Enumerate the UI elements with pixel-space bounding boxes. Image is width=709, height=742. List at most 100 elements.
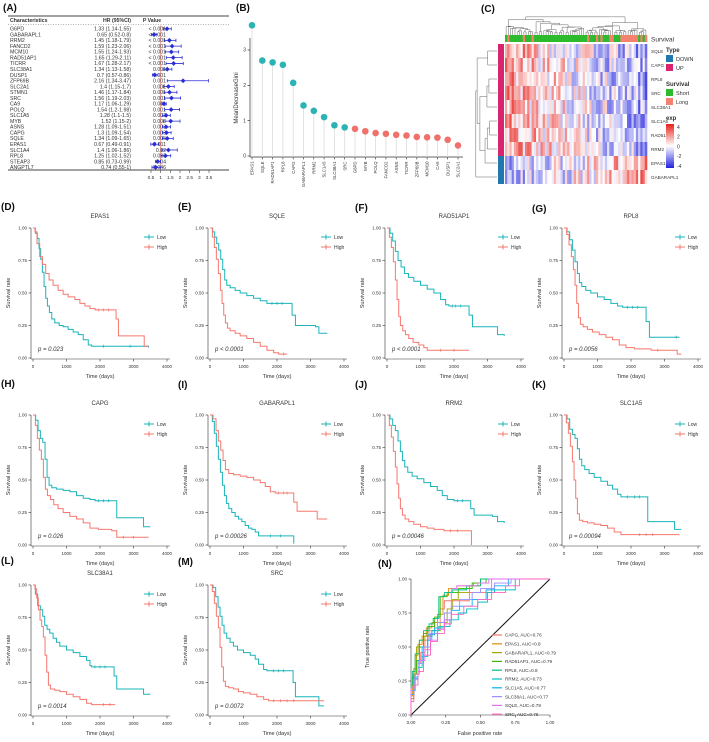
svg-text:1.25 (1.02-1.52): 1.25 (1.02-1.52) xyxy=(94,154,131,160)
svg-text:ASNS: ASNS xyxy=(10,125,25,131)
svg-text:RAD51AP1: RAD51AP1 xyxy=(270,161,275,184)
svg-text:2: 2 xyxy=(243,83,246,89)
svg-text:4000: 4000 xyxy=(516,551,527,556)
svg-text:0.04: 0.04 xyxy=(156,159,166,165)
svg-text:0.001: 0.001 xyxy=(153,107,166,113)
svg-text:0.00: 0.00 xyxy=(18,543,27,548)
svg-text:SRC: SRC xyxy=(342,162,347,171)
svg-text:1.34 (1.09-1.65): 1.34 (1.09-1.65) xyxy=(94,136,131,142)
svg-text:STEAP3: STEAP3 xyxy=(10,159,30,165)
svg-text:1.00: 1.00 xyxy=(372,413,381,418)
svg-text:0.50: 0.50 xyxy=(549,478,558,483)
svg-text:ZFP69B: ZFP69B xyxy=(10,79,30,85)
svg-text:1.00: 1.00 xyxy=(549,413,558,418)
svg-text:Low: Low xyxy=(334,422,344,428)
svg-text:0.74 (0.55-1): 0.74 (0.55-1) xyxy=(101,165,131,171)
svg-text:0.001: 0.001 xyxy=(153,67,166,73)
svg-text:-2: -2 xyxy=(677,154,682,160)
svg-text:1.28 (1.1-1.5): 1.28 (1.1-1.5) xyxy=(100,113,131,119)
svg-text:High: High xyxy=(334,602,345,608)
svg-text:Survival rate: Survival rate xyxy=(183,465,189,496)
svg-text:Survival rate: Survival rate xyxy=(360,465,366,496)
svg-text:Time (days): Time (days) xyxy=(440,561,469,567)
svg-text:EPAS1, AUC=0.8: EPAS1, AUC=0.8 xyxy=(505,642,541,647)
svg-text:UP: UP xyxy=(676,66,684,72)
svg-text:0.02: 0.02 xyxy=(156,148,166,154)
svg-text:1.55 (1.24-1.93): 1.55 (1.24-1.93) xyxy=(94,50,131,56)
svg-text:Time (days): Time (days) xyxy=(263,374,292,380)
panel-m-km-src: SRC 0.00 0.25 0.50 0.75 1.00 0 1000 2000 3000 4000… xyxy=(177,540,354,742)
svg-text:SLC2A1: SLC2A1 xyxy=(456,161,461,178)
svg-text:EPAS1: EPAS1 xyxy=(651,161,666,166)
svg-text:RRM2: RRM2 xyxy=(651,147,664,152)
svg-text:Low: Low xyxy=(157,592,167,598)
svg-text:RAD51AP1: RAD51AP1 xyxy=(10,55,37,61)
svg-text:4000: 4000 xyxy=(339,551,350,556)
svg-text:RAD51AP1: RAD51AP1 xyxy=(651,133,675,138)
svg-text:SLC38A1: SLC38A1 xyxy=(10,67,32,73)
svg-text:0: 0 xyxy=(243,154,246,160)
svg-text:0.50: 0.50 xyxy=(195,478,204,483)
svg-text:0.75: 0.75 xyxy=(398,611,407,616)
svg-text:0.75: 0.75 xyxy=(372,258,381,263)
panel-j-km-rrm2: RRM2 0.00 0.25 0.50 0.75 1.00 0 1000 2000 3000 400… xyxy=(354,370,531,572)
svg-text:p < 0.0001: p < 0.0001 xyxy=(214,347,244,353)
panel-h-km-capg: CAPG 0.00 0.25 0.50 0.75 1.00 0 1000 2000 3000 400… xyxy=(0,370,177,572)
svg-text:0.00: 0.00 xyxy=(398,713,407,718)
svg-text:SLC38A1: SLC38A1 xyxy=(87,571,113,577)
svg-text:High: High xyxy=(157,432,168,438)
svg-text:0.85 (0.73-0.99): 0.85 (0.73-0.99) xyxy=(94,159,131,165)
svg-text:2000: 2000 xyxy=(272,551,283,556)
svg-text:RPL8: RPL8 xyxy=(651,77,663,82)
svg-text:3.5: 3.5 xyxy=(206,175,213,181)
svg-text:1000: 1000 xyxy=(592,551,603,556)
panel-letter-k: (K) xyxy=(532,380,546,391)
svg-text:4000: 4000 xyxy=(516,364,527,369)
svg-text:4000: 4000 xyxy=(162,364,173,369)
svg-text:Low: Low xyxy=(688,235,698,241)
svg-text:Time (days): Time (days) xyxy=(617,374,646,380)
svg-text:p = 0.0056: p = 0.0056 xyxy=(568,347,598,353)
svg-text:2000: 2000 xyxy=(272,364,283,369)
panel-n-roc-plot: 0.00 0.00 0.25 0.25 0.50 0.50 0.75 0.75 1.00 1.00… xyxy=(354,540,709,742)
svg-text:< 0.001: < 0.001 xyxy=(149,38,167,44)
svg-text:4000: 4000 xyxy=(693,364,704,369)
svg-text:CAPG: CAPG xyxy=(651,63,664,68)
svg-text:MCM10: MCM10 xyxy=(425,161,430,177)
panel-a-forest-plot: Characteristics HR (95%CI) P Value G6PD 1.33… xyxy=(0,0,230,190)
svg-text:P Value: P Value xyxy=(143,18,161,24)
svg-text:4000: 4000 xyxy=(693,551,704,556)
svg-text:0.033: 0.033 xyxy=(153,154,166,160)
svg-text:0.00: 0.00 xyxy=(407,720,416,725)
svg-text:1.00: 1.00 xyxy=(195,583,204,588)
svg-text:SRC: SRC xyxy=(651,91,661,96)
svg-text:1.52 (1.15-2): 1.52 (1.15-2) xyxy=(101,119,131,125)
panel-letter-b: (B) xyxy=(236,3,250,14)
panel-letter-l: (L) xyxy=(1,556,14,567)
svg-text:SLC38A1: SLC38A1 xyxy=(651,105,671,110)
svg-text:2000: 2000 xyxy=(95,364,106,369)
svg-text:POLQ: POLQ xyxy=(373,161,378,174)
panel-letter-g: (G) xyxy=(532,204,547,215)
svg-text:Survival rate: Survival rate xyxy=(537,278,543,309)
svg-text:SLC2A1: SLC2A1 xyxy=(10,84,29,90)
svg-text:0.00: 0.00 xyxy=(18,713,27,718)
svg-text:1.45 (1.18-1.79): 1.45 (1.18-1.79) xyxy=(94,38,131,44)
svg-text:0: 0 xyxy=(32,551,35,556)
svg-text:< 0.001: < 0.001 xyxy=(149,50,167,56)
svg-text:1.4 (1.15-1.7): 1.4 (1.15-1.7) xyxy=(100,84,131,90)
svg-text:0.003: 0.003 xyxy=(153,125,166,131)
svg-text:1.59 (1.23-2.06): 1.59 (1.23-2.06) xyxy=(94,44,131,50)
svg-text:0.50: 0.50 xyxy=(18,648,27,653)
svg-text:p = 0.00026: p = 0.00026 xyxy=(214,534,248,540)
svg-text:0.50: 0.50 xyxy=(195,291,204,296)
svg-text:2000: 2000 xyxy=(626,551,637,556)
svg-text:0.003: 0.003 xyxy=(153,130,166,136)
svg-text:MYB: MYB xyxy=(363,161,368,170)
svg-text:0.001: 0.001 xyxy=(153,96,166,102)
panel-letter-j: (J) xyxy=(355,380,368,391)
svg-text:SQLE: SQLE xyxy=(651,49,663,54)
svg-text:Survival rate: Survival rate xyxy=(6,635,12,666)
svg-text:Time (days): Time (days) xyxy=(86,374,115,380)
svg-text:2000: 2000 xyxy=(272,721,283,726)
